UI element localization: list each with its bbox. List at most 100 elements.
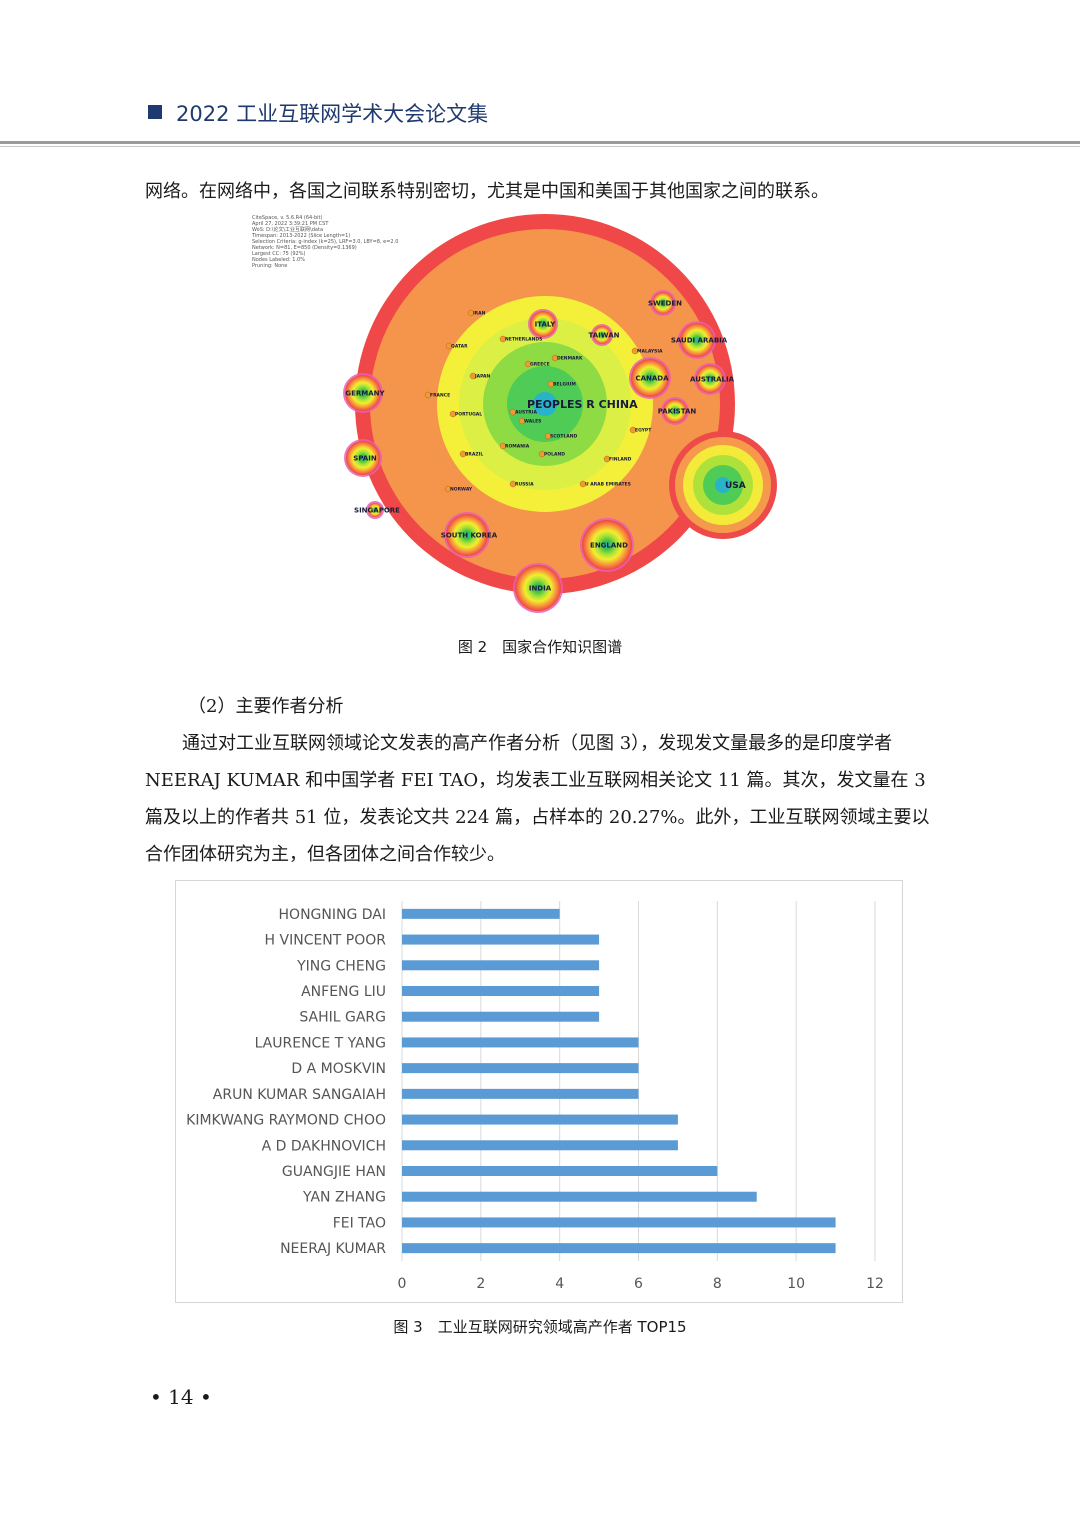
category-label: FEI TAO [333,1215,386,1231]
meta-line: Nodes Labeled: 1.0% [252,257,305,263]
node-circle [467,309,475,317]
node-label: POLAND [544,452,565,458]
network-node [551,354,559,362]
node-label: BRAZIL [465,452,483,458]
x-tick-label: 8 [713,1276,722,1292]
node-circle [445,342,453,350]
node-circle [469,372,477,380]
category-label: HONGNING DAI [279,907,386,923]
node-label: WALES [524,419,541,425]
x-tick-label: 12 [866,1276,884,1292]
node-circle [509,480,517,488]
node-label: RUSSIA [515,482,534,488]
node-label: GREECE [530,362,550,368]
node-label: GERMANY [345,389,385,397]
network-node [467,309,475,317]
node-label: PEOPLES R CHINA [527,398,638,411]
network-node [538,450,546,458]
network-node [661,397,689,425]
category-label: A D DAKHNOVICH [262,1138,386,1154]
category-label: YING CHENG [296,958,386,974]
bar [402,960,600,971]
x-tick-label: 4 [555,1276,564,1292]
node-label: CANADA [635,374,669,382]
node-label: NETHERLANDS [505,337,542,343]
category-label: H VINCENT POOR [265,933,387,949]
meta-line: CiteSpace, v. 5.6.R4 (64-bit) [252,215,323,221]
author-bar-chart: HONGNING DAI H VINCENT POOR YING CHENG ANFE… [186,901,884,1292]
network-node [579,480,587,488]
network-node [424,391,432,399]
node-label: INDIA [529,584,552,592]
node-circle [444,485,452,493]
x-gridlines [480,901,876,1261]
network-node [513,563,563,613]
meta-line: WoS: D:\论文\工业互联网\data [252,227,324,233]
network-node [629,426,637,434]
node-label: DENMARK [557,356,583,362]
network-node [509,408,517,416]
network-node [650,290,676,316]
bar [402,1037,639,1048]
bar [402,934,600,945]
page-number: • 14 • [150,1385,212,1409]
network-node [343,373,383,413]
page-header: 2022 工业互联网学术大会论文集 [0,0,1080,150]
fig3-caption: 图 3 工业互联网研究领域高产作者 TOP15 [393,1318,687,1336]
node-label: ROMANIA [505,444,530,450]
node-label: SOUTH KOREA [441,531,498,539]
node-label: SWEDEN [648,299,682,307]
node-label: SCOTLAND [550,434,578,440]
network-node [366,501,384,519]
node-label: IRAN [473,311,486,317]
network-node [499,442,507,450]
node-circle [345,375,381,411]
node-label: TAIWAN [589,331,620,339]
network-node [580,518,634,572]
category-label: YAN ZHANG [302,1190,386,1206]
node-label: AUSTRIA [515,410,537,416]
bar [402,1191,757,1202]
network-node [547,380,555,388]
network-node [499,335,507,343]
meta-line: April 27, 2022 3:39:21 PM CST [252,221,329,227]
node-usa [669,431,777,539]
node-label: FRANCE [430,393,450,399]
network-node [344,439,382,477]
node-circle [663,399,687,423]
node-label: AUSTRALIA [690,375,735,383]
node-label: PAKISTAN [658,407,697,415]
node-circle [449,410,457,418]
bar [402,1166,718,1176]
x-tick-label: 10 [787,1276,805,1292]
usa-ring [715,477,731,493]
citespace-meta: CiteSpace, v. 5.6.R4 (64-bit) April 27, 2… [252,215,398,269]
node-circle [593,326,611,344]
meta-line: Selection Criteria: g-index (k=25), LRF=… [252,239,399,245]
meta-line: Timespan: 2013-2022 (Slice Length=1) [252,233,351,239]
bar [402,1243,836,1254]
node-label: U ARAB EMIRATES [585,482,631,488]
node-label: ENGLAND [590,541,628,549]
bar [402,1217,836,1228]
category-label: LAURENCE T YANG [255,1035,386,1051]
bar [402,908,560,919]
node-circle [696,365,724,393]
network-node [694,363,726,395]
node-circle [530,311,556,337]
node-circle [446,514,488,556]
node-label: MALAYSIA [637,349,663,355]
node-circle [547,380,555,388]
node-label: SINGAPORE [354,506,400,514]
network-node [528,309,558,339]
header-rule-thin [0,146,1080,147]
header-title: 2022 工业互联网学术大会论文集 [176,102,489,126]
node-circle [368,503,382,517]
node-circle [459,450,467,458]
node-label: PORTUGAL [455,412,482,418]
bar [402,1063,639,1074]
network-node [524,360,532,368]
node-label: NORWAY [450,487,473,493]
node-circle [524,360,532,368]
node-circle [518,417,526,425]
